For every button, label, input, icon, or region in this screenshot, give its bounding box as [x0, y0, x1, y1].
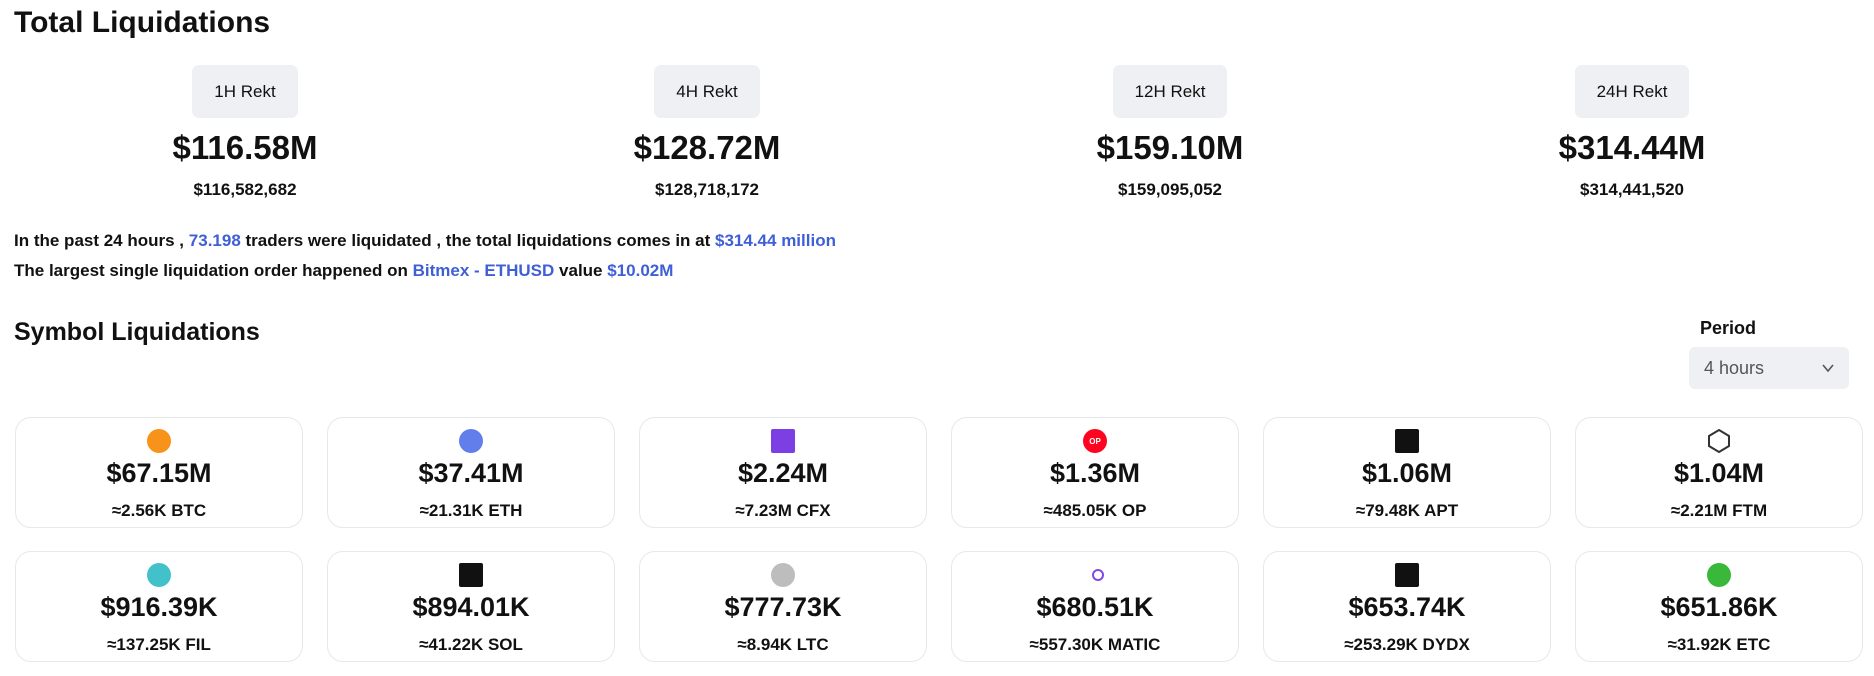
link[interactable]: Bitmex - ETHUSD: [412, 261, 555, 280]
symbol-card: $1.04M ≈2.21M FTM: [1575, 417, 1863, 528]
icon-text: OP: [1089, 437, 1101, 446]
coin-icon: [1395, 429, 1419, 453]
rekt-card: 1H Rekt $116.58M $116,582,682: [75, 65, 415, 200]
page-title: Total Liquidations: [14, 6, 271, 39]
period-dropdown[interactable]: 4 hours: [1689, 347, 1849, 389]
icon-shape: [1395, 429, 1419, 453]
icon-shape: [1395, 563, 1419, 587]
icon-shape: [147, 563, 171, 587]
rekt-exact: $314,441,520: [1580, 180, 1684, 199]
coin-icon: [459, 429, 483, 453]
symbol-amount: ≈2.21M FTM: [1670, 501, 1768, 520]
symbol-card: $37.41M ≈21.31K ETH: [327, 417, 615, 528]
rekt-exact: $116,582,682: [193, 180, 297, 199]
symbol-card: OP $1.36M ≈485.05K OP: [951, 417, 1239, 528]
symbol-card: $777.73K ≈8.94K LTC: [639, 551, 927, 662]
symbol-amount: ≈21.31K ETH: [419, 501, 523, 520]
text: value: [559, 261, 603, 280]
period-label: Period: [1700, 318, 1757, 338]
icon-shape: [771, 429, 795, 453]
symbol-card: $2.24M ≈7.23M CFX: [639, 417, 927, 528]
symbol-amount: ≈7.23M CFX: [735, 501, 831, 520]
rekt-value: $128.72M: [633, 129, 781, 166]
symbol-value: $916.39K: [100, 592, 218, 622]
coin-icon: [1092, 569, 1104, 581]
coin-icon: [459, 563, 483, 587]
symbol-card: $653.74K ≈253.29K DYDX: [1263, 551, 1551, 662]
rekt-period: 12H Rekt: [1112, 65, 1228, 118]
symbol-value: $651.86K: [1660, 592, 1778, 622]
symbol-amount: ≈41.22K SOL: [419, 635, 523, 654]
symbol-amount: ≈79.48K APT: [1355, 501, 1459, 520]
rekt-card: 12H Rekt $159.10M $159,095,052: [1000, 65, 1340, 200]
coin-icon: [771, 429, 795, 453]
symbol-amount: ≈557.30K MATIC: [1029, 635, 1161, 654]
text: In the past 24 hours ,: [14, 231, 185, 250]
symbol-card: $1.06M ≈79.48K APT: [1263, 417, 1551, 528]
symbol-value: $653.74K: [1348, 592, 1466, 622]
symbol-amount: ≈2.56K BTC: [111, 501, 207, 520]
coin-icon: OP: [1083, 429, 1107, 453]
symbol-value: $1.06M: [1361, 458, 1453, 488]
symbol-value: $67.15M: [106, 458, 212, 488]
rekt-exact: $159,095,052: [1118, 180, 1222, 199]
chevron: [1822, 364, 1834, 373]
highlight: $314.44 million: [715, 231, 836, 250]
rekt-period: 1H Rekt: [192, 65, 298, 118]
section-title: Symbol Liquidations: [14, 318, 260, 346]
coin-icon: [1395, 563, 1419, 587]
symbol-amount: ≈137.25K FIL: [107, 635, 211, 654]
symbol-card: $651.86K ≈31.92K ETC: [1575, 551, 1863, 662]
icon-shape: [1083, 429, 1107, 453]
symbol-card: $680.51K ≈557.30K MATIC: [951, 551, 1239, 662]
symbol-card: $916.39K ≈137.25K FIL: [15, 551, 303, 662]
summary-line: In the past 24 hours , 73.198 traders we…: [14, 231, 836, 251]
rekt-card: 4H Rekt $128.72M $128,718,172: [537, 65, 877, 200]
icon-shape: [459, 563, 483, 587]
text: traders were liquidated , the total liqu…: [245, 231, 711, 250]
icon-shape: [147, 429, 171, 453]
rekt-value: $159.10M: [1096, 129, 1244, 166]
highlight: 73.198: [188, 231, 241, 250]
symbol-value: $680.51K: [1036, 592, 1154, 622]
symbol-value: $1.04M: [1673, 458, 1765, 488]
icon-shape: [1092, 569, 1104, 581]
symbol-value: $777.73K: [724, 592, 842, 622]
symbol-value: $37.41M: [418, 458, 524, 488]
rekt-exact: $128,718,172: [655, 180, 759, 199]
rekt-card: 24H Rekt $314.44M $314,441,520: [1462, 65, 1802, 200]
rekt-value: $116.58M: [172, 129, 318, 166]
icon-shape: [1707, 563, 1731, 587]
rekt-period: 4H Rekt: [654, 65, 760, 118]
symbol-card: $67.15M ≈2.56K BTC: [15, 417, 303, 528]
symbol-amount: ≈253.29K DYDX: [1344, 635, 1470, 654]
symbol-amount: ≈485.05K OP: [1043, 501, 1147, 520]
coin-icon: [1708, 429, 1730, 453]
icon-shape: [459, 429, 483, 453]
symbol-value: $1.36M: [1049, 458, 1141, 488]
summary-line: The largest single liquidation order hap…: [14, 261, 673, 281]
rekt-value: $314.44M: [1558, 129, 1706, 166]
period-value: 4 hours: [1704, 358, 1765, 378]
coin-icon: [147, 429, 171, 453]
coin-icon: [771, 563, 795, 587]
coin-icon: [147, 563, 171, 587]
symbol-value: $2.24M: [737, 458, 829, 488]
rekt-period: 24H Rekt: [1574, 65, 1690, 118]
highlight: $10.02M: [607, 261, 674, 280]
symbol-card: $894.01K ≈41.22K SOL: [327, 551, 615, 662]
symbol-value: $894.01K: [412, 592, 530, 622]
icon-shape: [771, 563, 795, 587]
coin-icon: [1707, 563, 1731, 587]
symbol-amount: ≈8.94K LTC: [737, 635, 829, 654]
symbol-amount: ≈31.92K ETC: [1667, 635, 1771, 654]
text: The largest single liquidation order hap…: [14, 261, 408, 280]
icon-shape: [1708, 429, 1730, 453]
